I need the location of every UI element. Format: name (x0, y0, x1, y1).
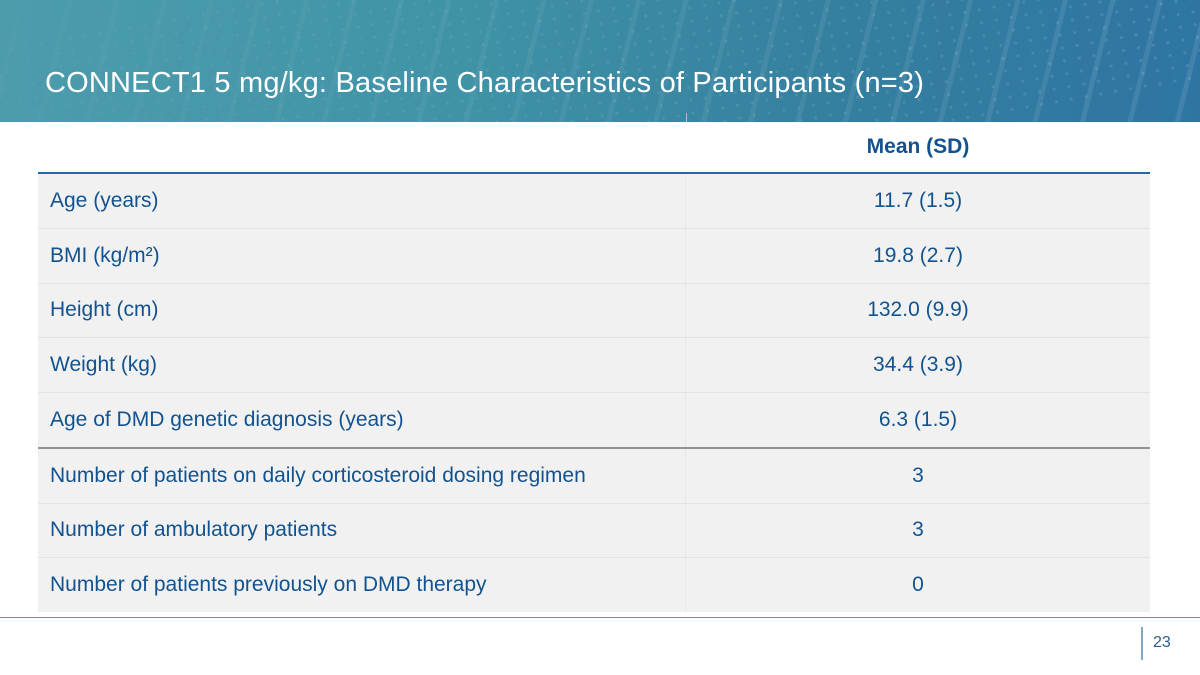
row-value: 132.0 (9.9) (867, 298, 969, 322)
row-label: Age of DMD genetic diagnosis (years) (38, 393, 686, 447)
table-header-label-cell (38, 122, 686, 172)
table-header-row: Mean (SD) (38, 122, 1150, 174)
row-value: 11.7 (1.5) (873, 188, 963, 212)
row-value: 3 (912, 463, 924, 487)
baseline-characteristics-table: Mean (SD) Age (years) 11.7 (1.5) BMI (kg… (38, 122, 1150, 612)
row-label: Weight (kg) (38, 338, 686, 392)
column-divider-tick (686, 113, 687, 122)
table-row: Age of DMD genetic diagnosis (years) 6.3… (38, 392, 1150, 447)
table-row: Number of patients previously on DMD the… (38, 557, 1150, 612)
row-label: Number of ambulatory patients (38, 503, 686, 558)
table-row: Number of patients on daily corticostero… (38, 446, 1150, 503)
table-row: Height (cm) 132.0 (9.9) (38, 282, 1150, 338)
row-label: Height (cm) (38, 283, 686, 338)
row-label: Age (years) (38, 174, 686, 228)
slide-title: CONNECT1 5 mg/kg: Baseline Characteristi… (45, 67, 925, 99)
footer-divider-line (0, 617, 1200, 618)
table-header-mean-sd: Mean (SD) (866, 135, 970, 158)
row-label: Number of patients on daily corticostero… (38, 448, 686, 503)
title-banner (0, 0, 1200, 122)
page-number: 23 (1153, 634, 1171, 651)
row-value: 34.4 (3.9) (873, 353, 963, 377)
table-row: Weight (kg) 34.4 (3.9) (38, 337, 1150, 392)
row-value: 19.8 (2.7) (873, 243, 963, 267)
table-row: Number of ambulatory patients 3 (38, 502, 1150, 558)
table-body: Age (years) 11.7 (1.5) BMI (kg/m²) 19.8 … (38, 174, 1150, 612)
row-value: 0 (912, 573, 924, 597)
row-label: Number of patients previously on DMD the… (38, 558, 686, 612)
table-row: Age (years) 11.7 (1.5) (38, 174, 1150, 228)
page-number-divider (1141, 627, 1143, 660)
row-value: 3 (912, 518, 924, 542)
row-label: BMI (kg/m²) (38, 228, 686, 283)
row-value: 6.3 (1.5) (878, 407, 958, 431)
table-row: BMI (kg/m²) 19.8 (2.7) (38, 227, 1150, 283)
